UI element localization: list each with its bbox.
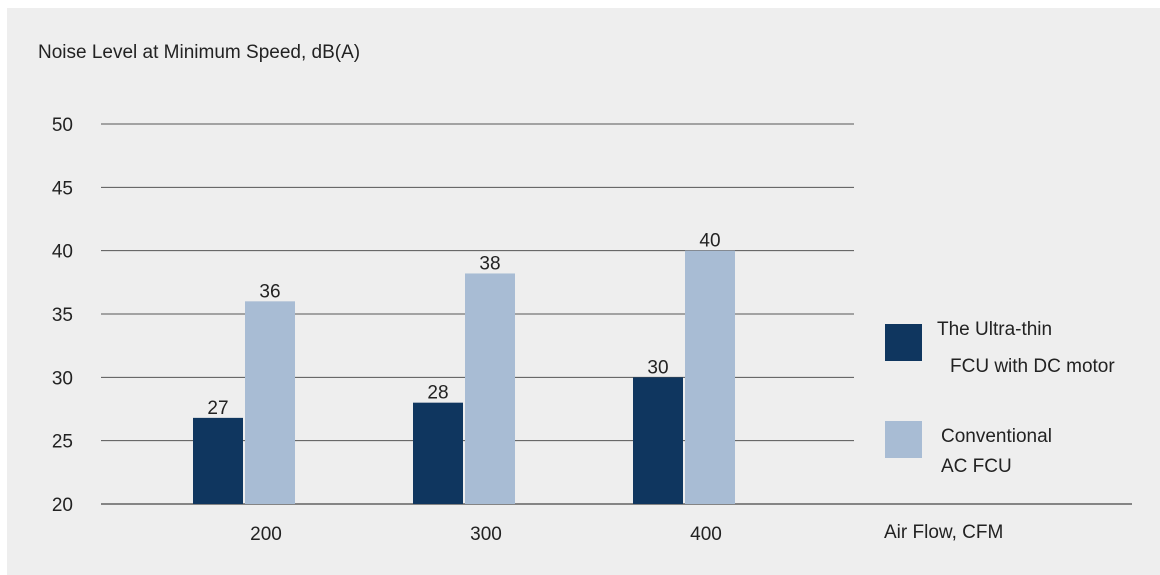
- y-tick-label-50: 50: [52, 115, 73, 136]
- data-label-series1-300: 28: [427, 383, 448, 404]
- bar-series2-400: [685, 250, 735, 504]
- x-axis-label: Air Flow, CFM: [884, 522, 1003, 543]
- y-tick-label-45: 45: [52, 178, 73, 199]
- x-tick-label-400: 400: [690, 524, 722, 545]
- legend-label-series2-line1: Conventional: [941, 426, 1052, 447]
- y-tick-label-40: 40: [52, 242, 73, 263]
- bar-series1-300: [413, 402, 463, 504]
- bar-series1-200: [193, 417, 243, 504]
- y-tick-label-20: 20: [52, 495, 73, 516]
- bar-series2-300: [465, 273, 515, 504]
- data-label-series2-400: 40: [699, 231, 720, 252]
- y-tick-label-25: 25: [52, 432, 73, 453]
- legend: The Ultra-thin FCU with DC motor Conventio…: [885, 319, 1115, 477]
- chart-svg: 20 25 30 35 40 45 50 27 36 200 28 38 300 30 40 400 Nois…: [38, 42, 1132, 545]
- chart: 20 25 30 35 40 45 50 27 36 200 28 38 300 30 40 400 Nois…: [7, 8, 1160, 575]
- bar-series1-400: [633, 377, 683, 504]
- legend-label-series2-line2: AC FCU: [941, 456, 1012, 477]
- legend-label-series1-line1: The Ultra-thin: [937, 319, 1052, 340]
- data-label-series1-400: 30: [647, 357, 668, 378]
- data-label-series2-200: 36: [259, 281, 280, 302]
- legend-swatch-series1: [885, 324, 922, 361]
- legend-swatch-series2: [885, 421, 922, 458]
- bars: [193, 250, 735, 504]
- labels: 20 25 30 35 40 45 50 27 36 200 28 38 300 30 40 400: [52, 115, 722, 545]
- x-tick-label-200: 200: [250, 524, 282, 545]
- chart-title: Noise Level at Minimum Speed, dB(A): [38, 42, 360, 63]
- data-label-series2-300: 38: [479, 253, 500, 274]
- x-tick-label-300: 300: [470, 524, 502, 545]
- legend-label-series1-line2: FCU with DC motor: [950, 356, 1115, 377]
- y-tick-label-30: 30: [52, 368, 73, 389]
- bar-series2-200: [245, 301, 295, 504]
- data-label-series1-200: 27: [207, 398, 228, 419]
- y-tick-label-35: 35: [52, 305, 73, 326]
